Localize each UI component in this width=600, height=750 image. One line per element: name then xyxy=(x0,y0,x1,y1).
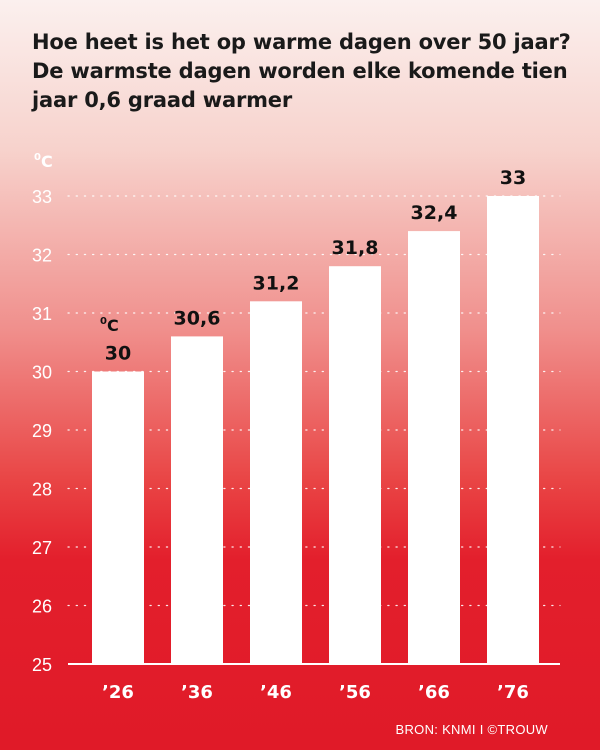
bar-value-label: 33 xyxy=(500,167,526,189)
y-tick-label: 28 xyxy=(32,480,52,500)
bar-unit-degree: 0 xyxy=(100,316,107,327)
bar-value-label: 30,6 xyxy=(174,307,221,329)
y-tick-label: 25 xyxy=(32,655,52,675)
title-line-2: De warmste dagen worden elke komende tie… xyxy=(32,59,568,83)
x-tick-label: ’36 xyxy=(181,682,213,703)
source-credit: BRON: KNMI I ©TROUW xyxy=(395,722,548,737)
y-tick-label: 31 xyxy=(32,304,52,324)
bar xyxy=(171,336,223,664)
bar xyxy=(92,371,144,664)
title-line-1: Hoe heet is het op warme dagen over 50 j… xyxy=(32,30,571,54)
bar xyxy=(329,266,381,664)
bar-value-label: 31,8 xyxy=(332,237,379,259)
y-tick-label: 27 xyxy=(32,538,52,558)
bar-unit-label: 0C xyxy=(100,316,119,335)
bar-value-label: 31,2 xyxy=(253,272,300,294)
x-tick-label: ’46 xyxy=(260,682,292,703)
y-tick-label: 33 xyxy=(32,187,52,207)
x-tick-label: ’66 xyxy=(418,682,450,703)
x-tick-label: ’26 xyxy=(102,682,134,703)
title-line-3: jaar 0,6 graad warmer xyxy=(32,88,293,112)
y-axis-unit-degree: 0 xyxy=(34,152,41,163)
bar xyxy=(250,301,302,664)
bar-unit-letter: C xyxy=(106,316,119,335)
bar xyxy=(408,231,460,664)
bar-value-label: 30 xyxy=(105,343,131,365)
y-tick-label: 29 xyxy=(32,421,52,441)
y-tick-label: 26 xyxy=(32,597,52,617)
bar xyxy=(487,196,539,664)
x-tick-label: ’56 xyxy=(339,682,371,703)
y-axis-unit: 0C xyxy=(34,152,53,171)
y-tick-label: 32 xyxy=(32,246,52,266)
y-axis-unit-letter: C xyxy=(40,152,53,171)
bar-value-label: 32,4 xyxy=(411,202,458,224)
chart-title: Hoe heet is het op warme dagen over 50 j… xyxy=(32,28,582,115)
x-tick-label: ’76 xyxy=(497,682,529,703)
y-tick-label: 30 xyxy=(32,363,52,383)
